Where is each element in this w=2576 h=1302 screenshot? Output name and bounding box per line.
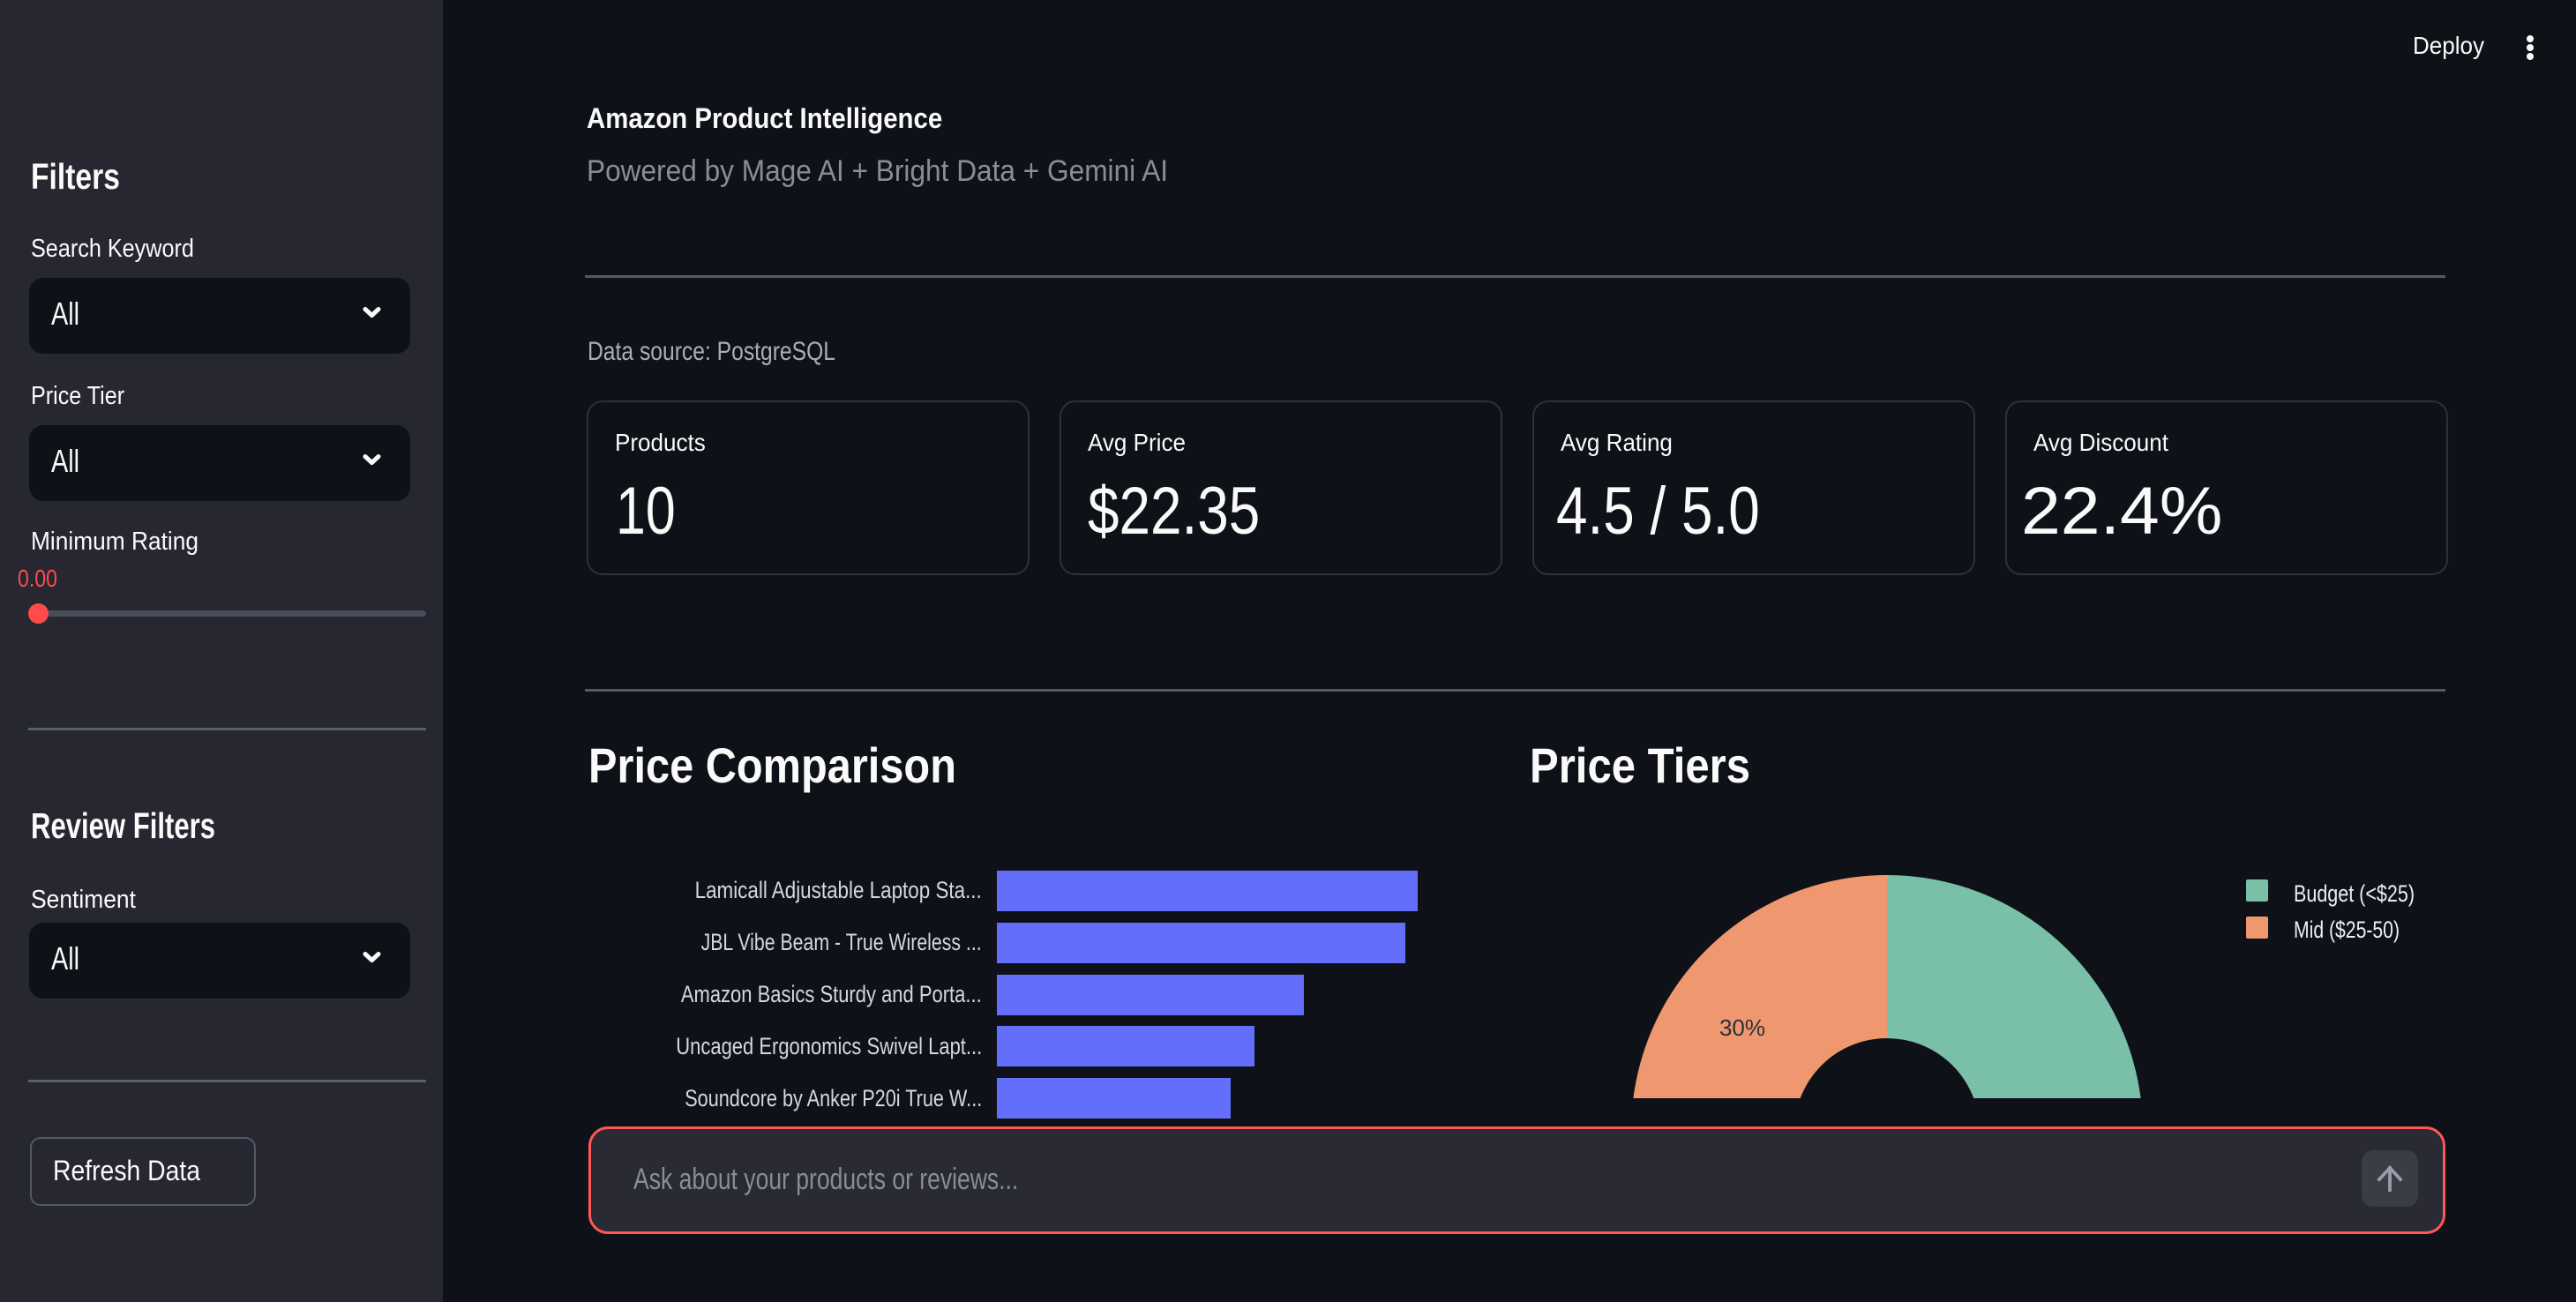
svg-text:30%: 30% (1719, 1014, 1765, 1041)
